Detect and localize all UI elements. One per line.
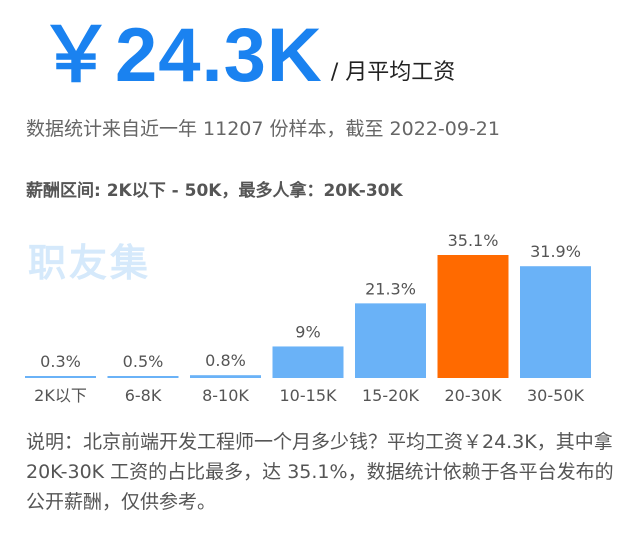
value-label-10-15K: 9% [295, 322, 320, 341]
salary-distribution-chart: 0.3% 2K以下 0.5% 6-8K 0.8% 8-10K 9% 10-15K 21.3% 15… [25, 231, 591, 405]
category-label-2K以下: 2K以下 [34, 386, 87, 405]
category-label-10-15K: 10-15K [280, 386, 337, 405]
bar-8-10K [190, 375, 261, 378]
category-label-6-8K: 6-8K [125, 386, 162, 405]
value-label-6-8K: 0.5% [123, 352, 164, 371]
category-label-8-10K: 8-10K [202, 386, 249, 405]
bar-2K以下 [25, 376, 96, 378]
bar-30-50K [520, 266, 591, 378]
category-label-20-30K: 20-30K [445, 386, 502, 405]
salary-header: ￥24.3K / 月平均工资 [38, 14, 455, 98]
category-label-30-50K: 30-50K [527, 386, 584, 405]
value-label-2K以下: 0.3% [40, 352, 81, 371]
description-text: 说明：北京前端开发工程师一个月多少钱？平均工资￥24.3K，其中拿 20K-30… [26, 431, 614, 513]
value-label-8-10K: 0.8% [205, 351, 246, 370]
salary-range-text: 薪酬区间: 2K以下 - 50K，最多人拿：20K-30K [26, 181, 403, 201]
average-salary-value: ￥24.3K [38, 13, 323, 98]
category-label-15-20K: 15-20K [362, 386, 419, 405]
bar-6-8K [107, 376, 179, 378]
value-label-20-30K: 35.1% [448, 231, 499, 250]
bar-10-15K [272, 346, 344, 378]
value-label-30-50K: 31.9% [530, 242, 581, 261]
bar-15-20K [355, 303, 426, 378]
bar-20-30K [437, 255, 509, 378]
watermark-logo: 职友集 [28, 241, 152, 285]
salary-unit-label: / 月平均工资 [330, 60, 456, 85]
sample-statistics-text: 数据统计来自近一年 11207 份样本，截至 2022-09-21 [26, 118, 500, 140]
value-label-15-20K: 21.3% [365, 279, 416, 298]
